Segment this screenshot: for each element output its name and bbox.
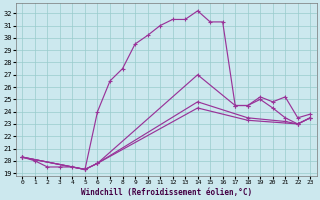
X-axis label: Windchill (Refroidissement éolien,°C): Windchill (Refroidissement éolien,°C) — [81, 188, 252, 197]
